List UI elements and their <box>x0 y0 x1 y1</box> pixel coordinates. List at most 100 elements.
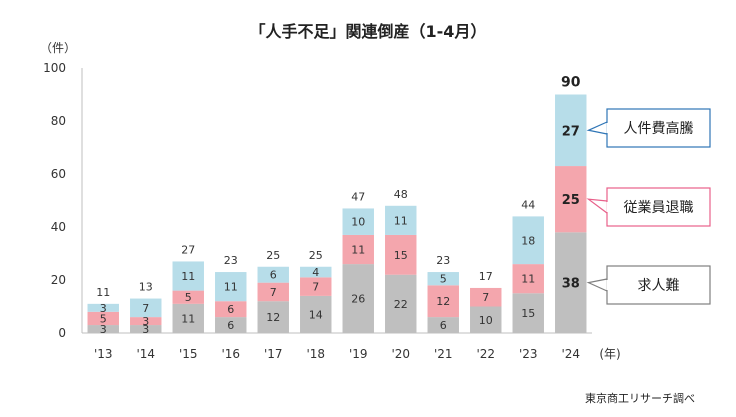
bar-segment <box>172 303 204 333</box>
y-tick-label: 60 <box>51 167 66 181</box>
axes: 0 20 40 60 80 100 <box>43 61 592 340</box>
bar-segment <box>215 301 247 318</box>
x-axis-label: (年) <box>599 347 620 361</box>
data-label: 3 <box>100 302 107 315</box>
callout-box <box>606 108 711 148</box>
data-label: 26 <box>351 293 365 306</box>
data-label: 15 <box>394 249 408 262</box>
y-tick-label: 20 <box>51 273 66 287</box>
data-label: 6 <box>227 303 234 316</box>
total-label: 11 <box>96 286 110 299</box>
bar-segment <box>130 317 162 326</box>
bar-segment <box>470 306 502 333</box>
data-label: 15 <box>521 307 535 320</box>
bar-segment <box>470 287 502 307</box>
total-label: 48 <box>394 188 408 201</box>
bar-segment <box>87 311 119 326</box>
bar-segment <box>512 293 544 333</box>
bar-segment <box>385 274 417 333</box>
data-label: 25 <box>562 193 580 208</box>
callout-label: 人件費高騰 <box>624 120 694 137</box>
data-label: 10 <box>351 216 365 229</box>
data-label: 11 <box>181 270 195 283</box>
bar-segment <box>342 234 374 265</box>
total-label: 25 <box>309 249 323 262</box>
total-label: 17 <box>479 270 493 283</box>
x-tick-label: '17 <box>264 347 283 361</box>
callout-pointer <box>586 121 608 135</box>
x-tick-label: '16 <box>221 347 240 361</box>
callout-pointer <box>586 198 608 215</box>
data-label: 11 <box>351 244 365 257</box>
bar-segment <box>427 317 459 333</box>
bar-segment <box>300 295 332 333</box>
callout-seam <box>606 280 609 290</box>
total-label: 44 <box>521 198 535 211</box>
bar-segment <box>555 94 587 167</box>
data-label: 5 <box>100 312 107 325</box>
bar-segment <box>215 272 247 302</box>
data-label: 18 <box>521 234 535 247</box>
bar-segment <box>427 285 459 318</box>
data-label: 14 <box>309 308 323 321</box>
data-label: 5 <box>440 273 447 286</box>
x-tick-label: '18 <box>306 347 325 361</box>
bar-segment <box>427 272 459 286</box>
data-label: 5 <box>185 291 192 304</box>
chart-title: 「人手不足」関連倒産（1-4月） <box>250 22 487 41</box>
callout-seam <box>606 123 609 133</box>
data-label: 11 <box>394 214 408 227</box>
data-label: 11 <box>181 312 195 325</box>
x-tick-label: '14 <box>136 347 155 361</box>
data-label: 6 <box>227 319 234 332</box>
y-tick-label: 0 <box>58 326 66 340</box>
data-label: 22 <box>394 298 408 311</box>
bar-segment <box>257 266 289 283</box>
data-label: 11 <box>521 273 535 286</box>
data-label: 12 <box>436 295 450 308</box>
bar-segment <box>172 290 204 304</box>
data-label: 6 <box>270 269 277 282</box>
bar-segment <box>512 216 544 265</box>
data-label: 38 <box>562 277 580 292</box>
bar-segment <box>385 205 417 235</box>
total-label: 23 <box>436 254 450 267</box>
data-label: 11 <box>224 281 238 294</box>
callout-label: 従業員退職 <box>624 200 694 216</box>
total-label: 27 <box>181 243 195 256</box>
x-tick-label: '24 <box>561 347 580 361</box>
total-label: 47 <box>351 190 365 203</box>
bar-segment <box>130 325 162 333</box>
bar-segment <box>87 325 119 333</box>
data-label: 7 <box>482 291 489 304</box>
bar-segment <box>130 298 162 318</box>
total-label: 13 <box>139 281 153 294</box>
total-label: 90 <box>561 75 581 91</box>
x-tick-label: '21 <box>434 347 453 361</box>
bar-segment <box>512 264 544 294</box>
bars: 35311'1333713'141151127'15661123'1612762… <box>87 75 587 361</box>
x-tick-label: '22 <box>476 347 495 361</box>
bar-segment <box>300 277 332 296</box>
callout-pointer <box>586 278 608 292</box>
data-label: 3 <box>142 323 149 336</box>
y-tick-label: 100 <box>43 61 66 75</box>
data-label: 10 <box>479 314 493 327</box>
data-label: 3 <box>100 323 107 336</box>
x-tick-label: '13 <box>94 347 113 361</box>
bar-segment <box>555 232 587 333</box>
data-label: 7 <box>312 281 319 294</box>
x-tick-label: '15 <box>179 347 198 361</box>
bar-segment <box>257 282 289 302</box>
y-axis-label: （件） <box>40 41 76 55</box>
bar-segment <box>555 166 587 233</box>
bar-segment <box>87 303 119 312</box>
x-tick-label: '23 <box>519 347 538 361</box>
data-label: 7 <box>142 302 149 315</box>
bar-segment <box>342 208 374 235</box>
data-label: 6 <box>440 319 447 332</box>
source-note: 東京商工リサーチ調べ <box>585 391 695 405</box>
y-tick-label: 40 <box>51 220 66 234</box>
